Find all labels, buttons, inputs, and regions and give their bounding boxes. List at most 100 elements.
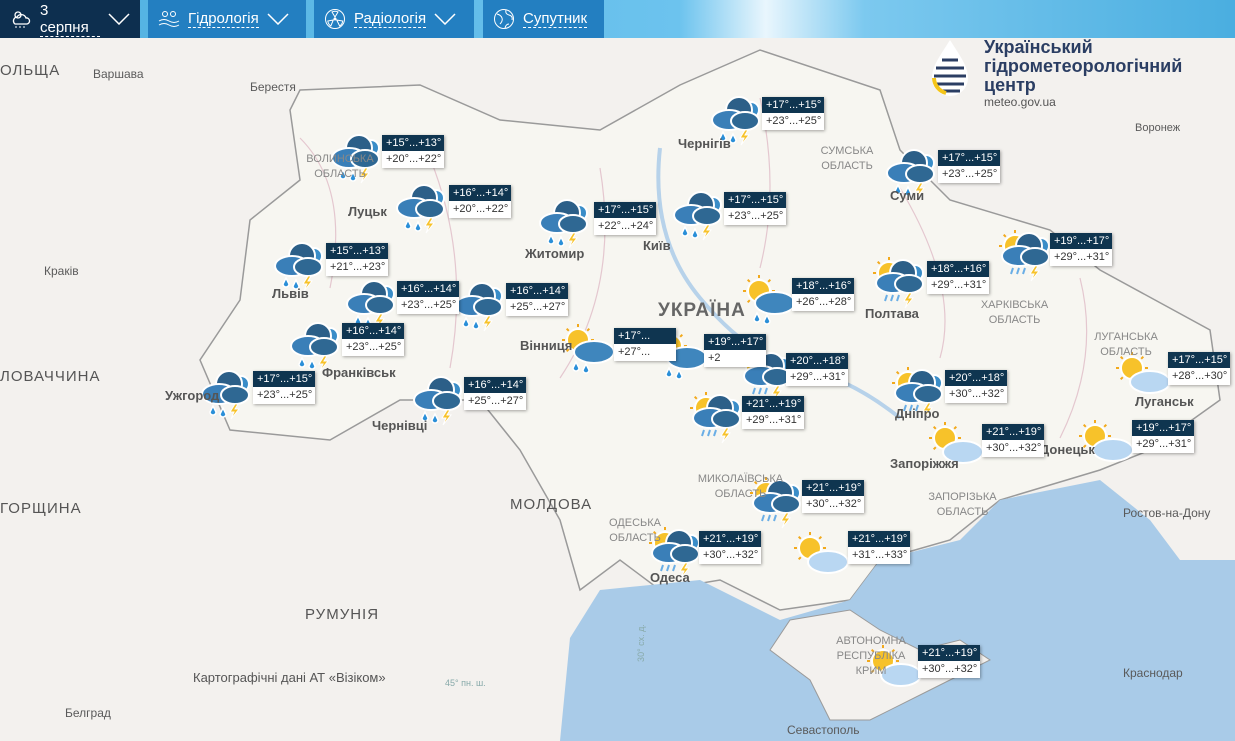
night-temp: +17°...+15° [938,150,1000,166]
label-sumy: Суми [890,188,925,203]
cloud-sun-rain-icon [10,9,32,29]
day-temp: +29°...+31° [927,277,989,294]
sun-cloud-storm-icon[interactable] [888,365,948,426]
forecast-label[interactable]: +16°...+14° +23°...+25° [397,281,459,314]
forecast-label[interactable]: +21°...+19° +29°...+31° [742,396,804,429]
forecast-label[interactable]: +17°...+15° +23°...+25° [938,150,1000,183]
night-temp: +16°...+14° [397,281,459,297]
forecast-label[interactable]: +17°...+15° +23°...+25° [724,192,786,225]
thunderstorm-icon[interactable] [325,130,385,191]
forecast-label[interactable]: +17°... +27°... [614,328,676,361]
day-temp: +21°...+23° [326,259,388,276]
label-vinnytsia: Вінниця [520,338,573,353]
sun-cloud-icon[interactable] [790,530,850,591]
sun-cloud-storm-icon[interactable] [746,475,806,536]
day-temp: +20°...+22° [382,151,444,168]
sea [560,480,1235,741]
day-temp: +29°...+31° [742,412,804,429]
forecast-label[interactable]: +15°...+13° +21°...+23° [326,243,388,276]
label-crimea-region: АВТОНОМНА РЕСПУБЛІКА КРИМ [836,635,906,677]
thunderstorm-icon[interactable] [268,238,328,299]
forecast-label[interactable]: +16°...+14° +25°...+27° [464,377,526,410]
thunderstorm-icon[interactable] [390,180,450,241]
forecast-label[interactable]: +17°...+15° +23°...+25° [762,97,824,130]
forecast-label[interactable]: +16°...+14° +20°...+22° [449,185,511,218]
night-temp: +16°...+14° [342,323,404,339]
forecast-label[interactable]: +19°...+17° +29°...+31° [1050,233,1112,266]
hydrology-label: Гідрологія [188,10,259,28]
forecast-label[interactable]: +17°...+15° +22°...+24° [594,202,656,235]
label-lviv: Львів [272,286,309,301]
label-rostov: Ростов-на-Дону [1123,506,1211,520]
thunderstorm-icon[interactable] [195,366,255,427]
forecast-label[interactable]: +21°...+19° +30°...+32° [918,645,980,678]
day-temp: +23°...+25° [762,113,824,130]
thunderstorm-icon[interactable] [407,372,467,433]
sun-cloud-icon[interactable] [863,643,923,704]
sun-cloud-storm-icon[interactable] [686,390,746,451]
day-temp: +23°...+25° [253,387,315,404]
label-belgrade: Белград [65,706,111,720]
thunderstorm-icon[interactable] [533,195,593,256]
forecast-label[interactable]: +19°...+17° +2 [704,334,766,367]
chevron-down-icon [108,13,130,25]
thunderstorm-icon[interactable] [880,145,940,206]
thunderstorm-icon[interactable] [448,278,508,339]
label-brest: Берестя [250,80,296,94]
day-temp: +2 [704,350,766,367]
night-temp: +17°...+15° [724,192,786,208]
forecast-label[interactable]: +16°...+14° +25°...+27° [506,283,568,316]
forecast-label[interactable]: +18°...+16° +26°...+28° [792,278,854,311]
ugmc-logo-icon [932,40,968,96]
sun-cloud-icon[interactable] [925,420,985,481]
forecast-label[interactable]: +21°...+19° +31°...+33° [848,531,910,564]
radiology-menu[interactable]: Радіологія [314,0,474,38]
forecast-label[interactable]: +15°...+13° +20°...+22° [382,135,444,168]
label-poland: ОЛЬЩА [0,62,61,79]
forecast-label[interactable]: +18°...+16° +29°...+31° [927,261,989,294]
sun-cloud-storm-icon[interactable] [737,348,797,409]
sun-cloud-storm-icon[interactable] [645,525,705,586]
day-temp: +23°...+25° [938,166,1000,183]
thunderstorm-icon[interactable] [284,318,344,379]
sun-cloud-icon[interactable] [1075,418,1135,479]
day-temp: +26°...+28° [792,294,854,311]
night-temp: +16°...+14° [464,377,526,393]
label-odesa: Одеса [650,570,690,585]
label-poltava: Полтава [865,306,919,321]
logo[interactable]: Український гідрометеорологічний центр m… [928,38,1182,109]
sun-cloud-rain-icon[interactable] [739,273,799,334]
sun-cloud-storm-icon[interactable] [995,228,1055,289]
forecast-label[interactable]: +20°...+18° +30°...+32° [945,370,1007,403]
date-label: 3 серпня [40,2,100,37]
night-temp: +17°... [614,328,676,344]
forecast-label[interactable]: +19°...+17° +29°...+31° [1132,420,1194,453]
thunderstorm-icon[interactable] [705,92,765,153]
forecast-label[interactable]: +21°...+19° +30°...+32° [699,531,761,564]
radiology-label: Радіологія [354,10,427,28]
forecast-label[interactable]: +16°...+14° +23°...+25° [342,323,404,356]
sun-cloud-storm-icon[interactable] [869,255,929,316]
label-chernivtsi: Чернівці [372,418,428,433]
label-luhansk: Луганськ [1135,394,1194,409]
date-selector[interactable]: 3 серпня [0,0,140,38]
thunderstorm-icon[interactable] [667,187,727,248]
forecast-label[interactable]: +17°...+15° +28°...+30° [1168,352,1230,385]
label-kharkiv-region: ХАРКІВСЬКА ОБЛАСТЬ [980,299,1049,326]
sun-cloud-rain-icon[interactable] [558,322,618,383]
water-drops-icon [158,9,180,29]
weather-map[interactable]: ОЛЬЩА ЛОВАЧЧИНА ГОРЩИНА РУМУНІЯ МОЛДОВА … [0,38,1235,741]
label-mykolaiv-region: МИКОЛАЇВСЬКА ОБЛАСТЬ [697,473,784,500]
forecast-label[interactable]: +17°...+15° +23°...+25° [253,371,315,404]
night-temp: +16°...+14° [449,185,511,201]
day-temp: +23°...+25° [342,339,404,356]
forecast-label[interactable]: +20°...+18° +29°...+31° [786,353,848,386]
forecast-label[interactable]: +21°...+19° +30°...+32° [982,424,1044,457]
satellite-menu[interactable]: Супутник [483,0,604,38]
forecast-label[interactable]: +21°...+19° +30°...+32° [802,480,864,513]
hydrology-menu[interactable]: Гідрологія [148,0,306,38]
thunderstorm-icon[interactable] [340,276,400,337]
night-temp: +21°...+19° [982,424,1044,440]
day-temp: +20°...+22° [449,201,511,218]
label-sumy-region: СУМСЬКА ОБЛАСТЬ [820,145,874,172]
